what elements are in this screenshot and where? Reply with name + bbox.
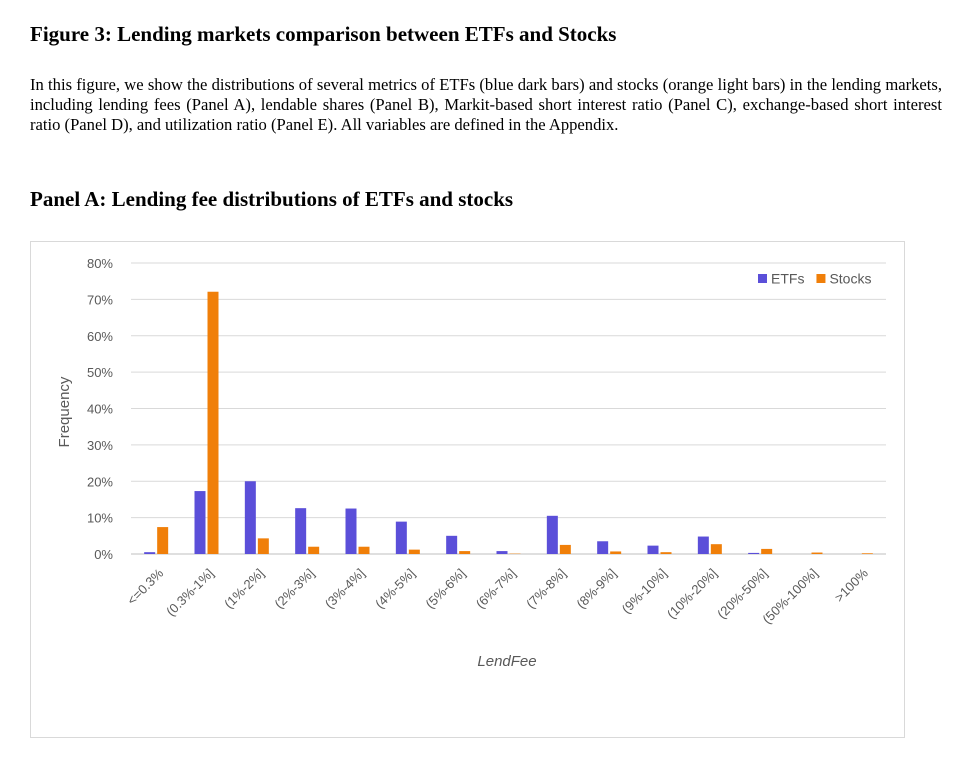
x-axis-label: LendFee — [477, 653, 536, 670]
y-tick-label: 0% — [94, 547, 113, 562]
y-axis-ticks: 0% 10% 20% 30% 40% 50% 60% 70% 80% — [87, 256, 113, 562]
legend-swatch — [816, 274, 826, 283]
bar-etfs — [496, 551, 508, 554]
y-tick-label: 20% — [87, 474, 113, 489]
bar-stocks — [459, 551, 471, 554]
x-category-label: >100% — [831, 565, 871, 605]
legend-label: ETFs — [771, 271, 804, 287]
bar-etfs — [194, 491, 206, 554]
bar-stocks — [157, 527, 169, 554]
bar-stocks — [710, 544, 722, 554]
x-category-label: (7%-8%] — [523, 566, 569, 612]
bar-stocks — [610, 551, 622, 554]
x-category-label: (0.3%-1%] — [163, 566, 217, 620]
y-axis-label: Frequency — [56, 376, 73, 447]
x-category-label: (2%-3%] — [271, 566, 317, 612]
x-category-label: (9%-10%] — [619, 566, 670, 617]
bar-etfs — [446, 535, 458, 554]
bar-etfs — [597, 541, 609, 554]
bar-etfs — [395, 521, 407, 554]
x-category-label: <=0.3% — [124, 565, 167, 608]
lending-fee-chart: 0% 10% 20% 30% 40% 50% 60% 70% 80% <=0.3%(0.3%-1… — [56, 256, 886, 670]
y-tick-label: 10% — [87, 511, 113, 526]
bar-stocks — [811, 552, 823, 554]
bar-etfs — [748, 552, 760, 554]
figure-title: Figure 3: Lending markets comparison bet… — [30, 22, 617, 46]
x-category-label: (10%-20%] — [664, 566, 720, 622]
x-category-label: (4%-5%] — [372, 566, 418, 612]
y-tick-label: 60% — [87, 329, 113, 344]
bar-etfs — [295, 508, 307, 554]
bar-stocks — [559, 544, 571, 554]
figure-caption: In this figure, we show the distribution… — [30, 75, 942, 134]
x-category-label: (8%-9%] — [573, 566, 619, 612]
bar-stocks — [308, 546, 320, 554]
legend-swatch — [758, 274, 767, 283]
bar-stocks — [660, 552, 672, 554]
bar-etfs — [697, 536, 709, 554]
x-axis-categories: <=0.3%(0.3%-1%] (1%-2%] (2%-3%] (3%-4%] (4%-… — [124, 565, 871, 627]
panel-title: Panel A: Lending fee distributions of ET… — [30, 187, 514, 211]
y-tick-label: 40% — [87, 402, 113, 417]
bar-stocks — [861, 553, 873, 554]
y-tick-label: 80% — [87, 256, 113, 271]
bar-stocks — [257, 538, 269, 554]
bars — [144, 291, 873, 554]
x-category-label: (6%-7%] — [473, 566, 519, 612]
x-category-label: (3%-4%] — [322, 566, 368, 612]
x-category-label: (1%-2%] — [221, 566, 267, 612]
bar-etfs — [345, 508, 357, 554]
bar-stocks — [761, 548, 773, 554]
legend-label: Stocks — [829, 271, 871, 287]
bar-etfs — [546, 515, 558, 554]
y-tick-label: 70% — [87, 292, 113, 307]
bar-etfs — [647, 545, 659, 554]
chart-frame: 0% 10% 20% 30% 40% 50% 60% 70% 80% <=0.3% (0.3%-1… — [30, 241, 905, 738]
bar-stocks — [207, 291, 219, 554]
bar-stocks — [408, 549, 420, 554]
bar-stocks — [358, 546, 370, 554]
x-category-label: (5%-6%] — [422, 566, 468, 612]
gridlines — [131, 262, 886, 555]
y-tick-label: 50% — [87, 365, 113, 380]
legend: ETFs Stocks — [758, 271, 871, 287]
bar-etfs — [244, 481, 256, 554]
bar-etfs — [144, 552, 156, 554]
y-tick-label: 30% — [87, 438, 113, 453]
